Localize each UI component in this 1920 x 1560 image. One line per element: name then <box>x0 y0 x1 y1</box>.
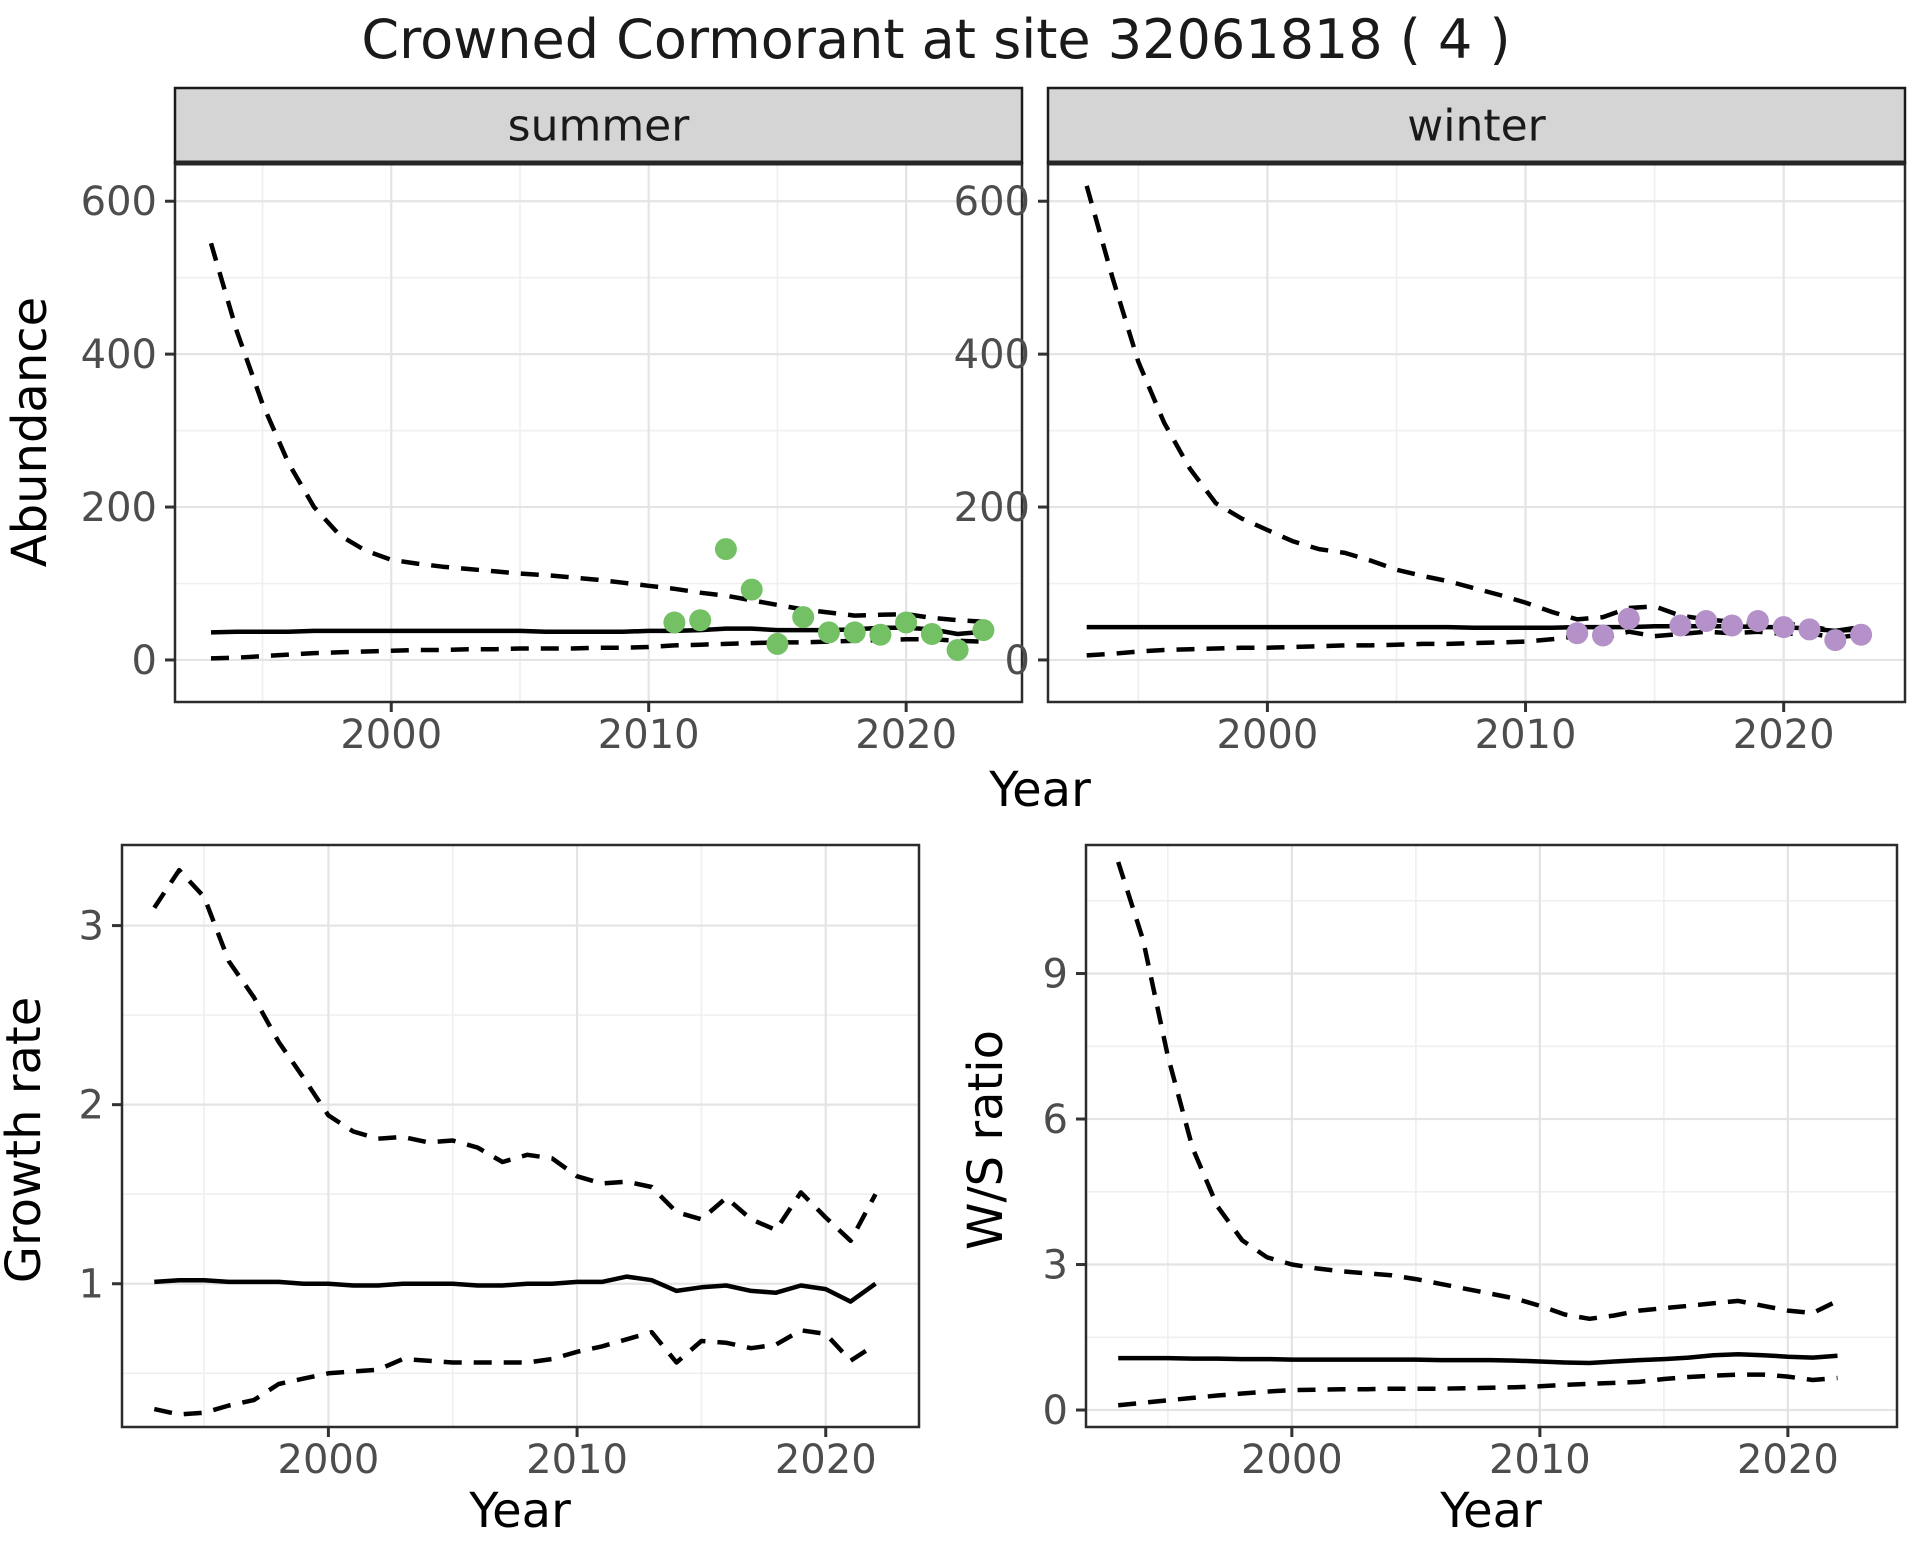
series-lower_ci <box>1117 1372 1838 1408</box>
summer-data-point <box>920 623 943 645</box>
summer-data-point <box>946 639 969 661</box>
x-tick-label: 2000 <box>1217 712 1319 758</box>
x-tick-label: 2010 <box>1489 1437 1591 1483</box>
summer-data-point <box>740 578 763 601</box>
x-tick-label: 2010 <box>526 1437 628 1483</box>
plot-title: Crowned Cormorant at site 32061818 ( 4 ) <box>361 8 1510 71</box>
winter-data-point <box>1617 607 1640 630</box>
panel-border <box>120 843 921 1429</box>
summer-data-point <box>792 606 815 629</box>
panel-background <box>122 845 919 1427</box>
x-axis-title-ws: Year <box>1439 1483 1542 1539</box>
facet-strip <box>173 86 1024 165</box>
y-tick-label: 200 <box>954 485 1030 531</box>
winter-data-point <box>1772 616 1795 639</box>
y-tick-label: 3 <box>79 904 104 950</box>
panel-background <box>175 163 1022 702</box>
facet-panel-summer: 2000 2010 2020 0 200 400 600 summer <box>81 86 1024 758</box>
panel-border <box>1084 843 1899 1429</box>
winter-data-point <box>1798 618 1821 641</box>
y-tick-label: 1 <box>79 1262 104 1308</box>
winter-data-point <box>1669 614 1692 637</box>
y-tick-label: 6 <box>1043 1097 1068 1143</box>
x-tick-label: 2020 <box>1737 1437 1839 1483</box>
winter-data-point <box>1746 610 1769 632</box>
series-upper_ci <box>1116 861 1839 1322</box>
y-tick-label: 3 <box>1043 1243 1068 1289</box>
facet-strip-label-winter: winter <box>1407 101 1546 152</box>
series-fit <box>1118 1352 1838 1366</box>
summer-data-point <box>663 611 686 634</box>
y-axis-title-ws-ratio: W/S ratio <box>958 1030 1014 1250</box>
winter-data-point <box>1721 614 1744 637</box>
x-axis-title-top: Year <box>988 762 1091 818</box>
series-fit <box>154 1274 877 1304</box>
x-tick-label: 2010 <box>598 712 700 758</box>
x-tick-label: 2010 <box>1475 712 1577 758</box>
facet-panel-growth: 2000 2010 2020 1 2 3 <box>79 843 921 1483</box>
y-tick-label: 400 <box>954 332 1030 378</box>
y-tick-label: 200 <box>81 485 157 531</box>
y-tick-label: 600 <box>954 179 1030 225</box>
y-tick-label: 2 <box>79 1083 104 1129</box>
facet-strip-label-summer: summer <box>508 101 691 152</box>
winter-data-point <box>1850 623 1873 646</box>
winter-data-point <box>1566 622 1589 645</box>
y-tick-label: 0 <box>1043 1388 1068 1434</box>
winter-data-point <box>1695 610 1718 632</box>
series-upper_ci <box>208 242 984 624</box>
y-axis-title-growth-rate: Growth rate <box>0 997 52 1284</box>
y-tick-label: 9 <box>1043 952 1068 998</box>
summer-data-point <box>972 619 995 642</box>
x-tick-label: 2000 <box>278 1437 380 1483</box>
winter-data-point <box>1824 629 1847 652</box>
panel-background <box>1086 845 1897 1427</box>
facet-panel-ws: 2000 2010 2020 0 3 6 9 <box>1043 843 1899 1483</box>
x-tick-label: 2020 <box>775 1437 877 1483</box>
y-tick-label: 0 <box>1005 638 1030 684</box>
summer-data-point <box>714 538 737 561</box>
summer-data-point <box>843 621 866 644</box>
summer-data-point <box>895 611 918 634</box>
x-tick-label: 2020 <box>1733 712 1835 758</box>
x-tick-label: 2020 <box>855 712 957 758</box>
summer-data-point <box>689 609 712 632</box>
series-lower_ci <box>153 1328 877 1417</box>
summer-data-point <box>869 623 892 646</box>
facet-panel-winter: 2000 2010 2020 0 200 400 600 winter <box>954 86 1907 758</box>
y-axis-title-abundance: Abundance <box>2 297 58 567</box>
summer-data-point <box>817 621 840 644</box>
x-tick-label: 2000 <box>1241 1437 1343 1483</box>
x-axis-title-growth: Year <box>468 1483 571 1539</box>
y-tick-label: 600 <box>81 179 157 225</box>
summer-data-point <box>766 632 789 655</box>
y-tick-label: 0 <box>132 638 157 684</box>
winter-data-point <box>1592 624 1614 647</box>
x-tick-label: 2000 <box>340 712 442 758</box>
y-tick-label: 400 <box>81 332 157 378</box>
